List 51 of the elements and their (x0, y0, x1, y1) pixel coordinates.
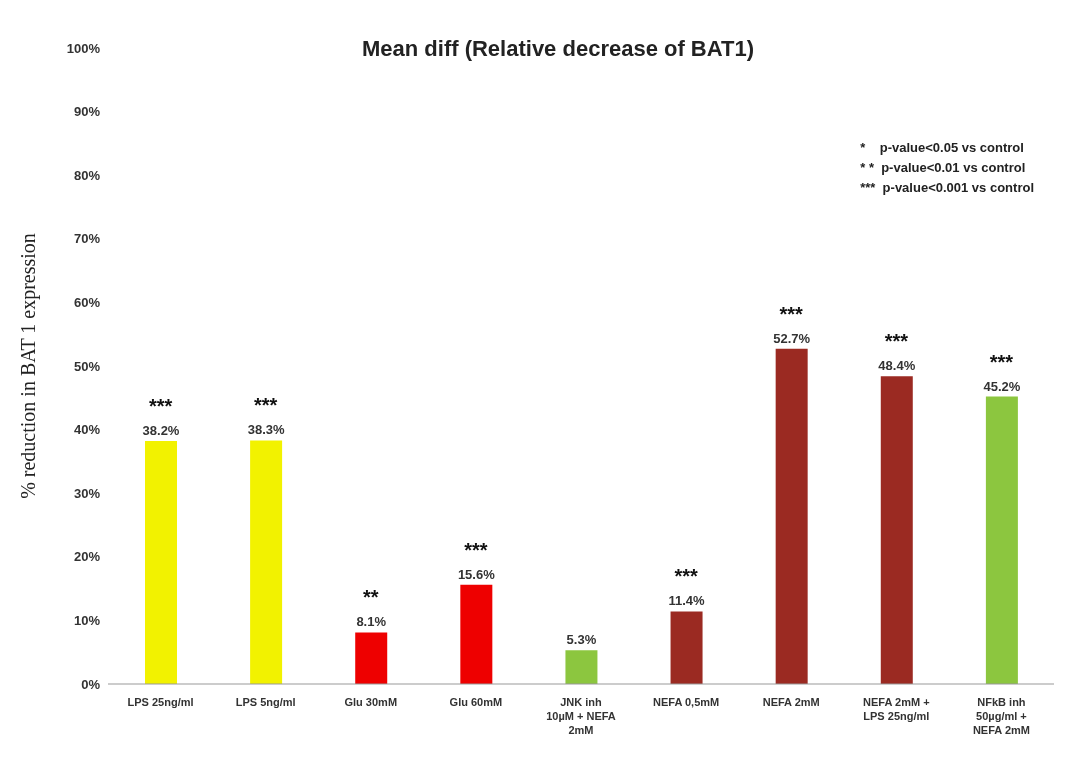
y-tick-label: 90% (73, 104, 101, 120)
data-label: 15.6% (457, 566, 496, 582)
x-tick-label: NEFA 2mM + LPS 25ng/ml (863, 696, 930, 722)
bar (250, 440, 283, 684)
data-label: 48.4% (878, 358, 916, 374)
y-axis-title: % reduction in BAT 1 expression (17, 233, 41, 499)
y-tick-label: 0% (81, 676, 101, 692)
bar (880, 376, 913, 684)
annotation: *** (464, 538, 488, 561)
x-tick-label: NEFA 2mM (762, 696, 820, 708)
annotation: * * p-value<0.01 vs control (860, 159, 1027, 177)
y-tick-label: 70% (73, 231, 101, 247)
y-tick-label: 20% (73, 549, 101, 565)
annotation: *** p-value<0.001 vs control (860, 179, 1034, 197)
x-tick-label: LPS 25ng/ml (127, 696, 194, 708)
annotation: *** (148, 395, 173, 418)
y-tick-label: 80% (73, 167, 101, 183)
bar (145, 441, 177, 684)
data-label: 38.3% (247, 422, 285, 438)
y-tick-label: 50% (73, 358, 101, 374)
bar (670, 611, 703, 684)
y-tick-label: 30% (73, 485, 101, 501)
bar (775, 348, 808, 684)
chart-title: Mean diff (Relative decrease of BAT1) (361, 36, 755, 62)
data-label: 38.2% (142, 423, 180, 439)
x-tick-label: Glu 60mM (449, 696, 503, 708)
bar (565, 650, 598, 684)
annotation: * p-value<0.05 vs control (860, 139, 1025, 157)
annotation: *** (253, 394, 278, 417)
x-tick-label: NFkB inh 50µg/ml + NEFA 2mM (972, 696, 1030, 736)
bar (355, 632, 388, 684)
y-tick-label: 40% (73, 422, 101, 438)
y-tick-label: 100% (66, 40, 101, 56)
x-tick-label: LPS 5ng/ml (235, 696, 296, 708)
annotation: *** (674, 565, 698, 588)
x-tick-label: JNK inh 10µM + NEFA 2mM (546, 696, 616, 736)
annotation: *** (884, 330, 909, 353)
data-label: 52.7% (773, 330, 811, 346)
annotation: *** (779, 302, 804, 325)
x-tick-label: NEFA 0,5mM (652, 696, 720, 708)
annotation: ** (362, 586, 379, 609)
data-label: 8.1% (356, 614, 387, 630)
data-label: 5.3% (566, 632, 597, 648)
y-tick-label: 60% (73, 295, 101, 311)
data-label: 45.2% (983, 378, 1021, 394)
y-tick-label: 10% (73, 613, 101, 629)
x-tick-label: Glu 30mM (344, 696, 398, 708)
annotation: *** (989, 350, 1014, 373)
bar (460, 584, 493, 684)
data-label: 11.4% (668, 593, 706, 609)
bar (985, 396, 1018, 684)
